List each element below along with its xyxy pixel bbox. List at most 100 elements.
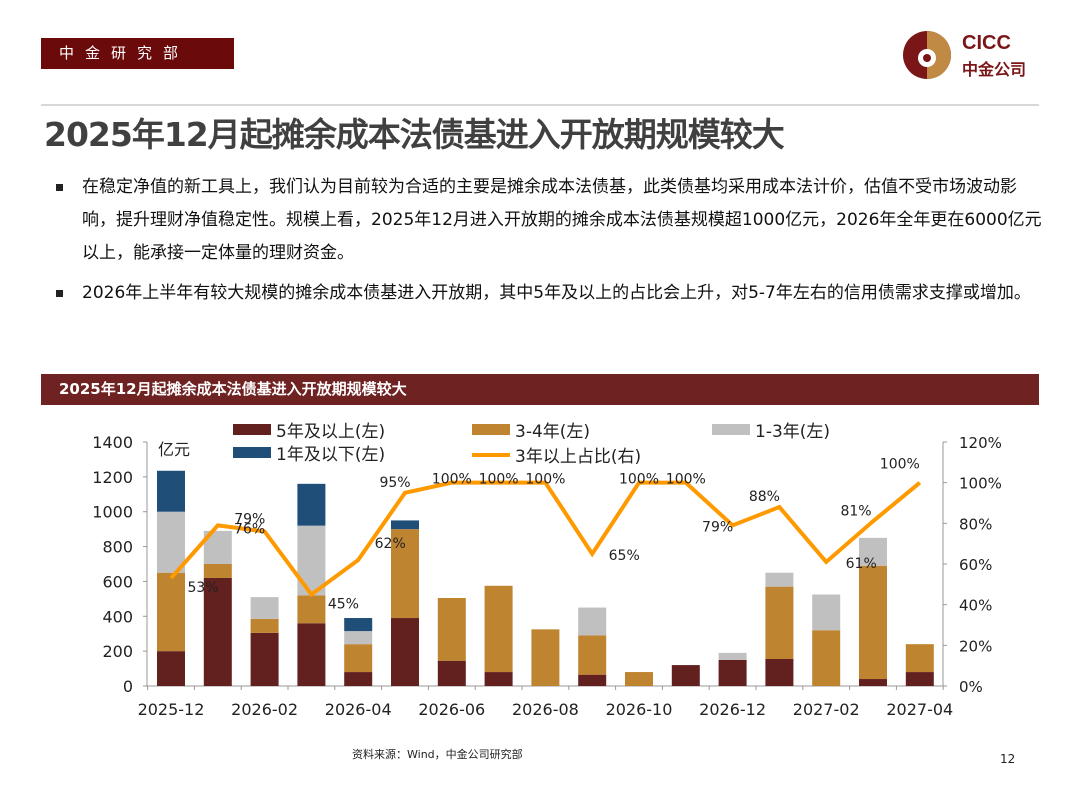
- data-label: 88%: [749, 489, 780, 505]
- legend-label: 1-3年(左): [755, 422, 830, 442]
- bar-segment: [157, 470, 185, 512]
- department-label: 中金研究部: [41, 38, 234, 69]
- bar-segment: [250, 618, 279, 633]
- data-label: 65%: [609, 548, 640, 564]
- bar-segment: [391, 529, 419, 619]
- bar-segment: [344, 672, 373, 686]
- bar-segment: [297, 623, 326, 686]
- y2-tick-label: 20%: [959, 637, 992, 655]
- data-label: 100%: [432, 472, 472, 488]
- bar-segment: [625, 672, 653, 686]
- y2-tick-label: 100%: [959, 475, 1002, 493]
- y2-tick-label: 40%: [959, 597, 992, 615]
- y-tick-label: 600: [102, 572, 133, 591]
- chart-section-title: 2025年12月起摊余成本法债基进入开放期规模较大: [41, 374, 1039, 405]
- bar-segment: [765, 658, 794, 686]
- legend-label: 5年及以上(左): [276, 422, 385, 442]
- legend-swatch: [472, 424, 510, 435]
- logo-text-cn: 中金公司: [962, 60, 1027, 79]
- y2-tick-label: 120%: [959, 434, 1002, 452]
- bar-segment: [203, 577, 232, 686]
- bar-segment: [344, 618, 373, 632]
- legend-label: 3-4年(左): [515, 422, 590, 442]
- bar-segment: [157, 511, 185, 573]
- cicc-logo: [903, 31, 951, 79]
- legend-swatch: [712, 424, 750, 435]
- data-label: 79%: [234, 511, 265, 527]
- data-label: 61%: [846, 556, 877, 572]
- bar-segment: [859, 679, 887, 686]
- source-note: 资料来源：Wind，中金公司研究部: [352, 748, 523, 761]
- bar-segment: [157, 572, 185, 652]
- bar-segment: [531, 629, 560, 686]
- y-tick-label: 200: [102, 642, 133, 661]
- bar-segment: [203, 564, 232, 578]
- bar-segment: [344, 644, 373, 673]
- legend-label: 1年及以下(左): [276, 445, 385, 465]
- y-tick-label: 0: [123, 677, 133, 696]
- bullet-text: 在稳定净值的新工具上，我们认为目前较为合适的主要是摊余成本法债基，此类债基均采用…: [82, 177, 1042, 263]
- bullet-text: 2026年上半年有较大规模的摊余成本债基进入开放期，其中5年及以上的占比会上升，…: [82, 283, 1031, 303]
- data-label: 53%: [187, 580, 218, 596]
- bullet-square-icon: [56, 290, 63, 297]
- bar-segment: [765, 572, 794, 587]
- bar-segment: [344, 631, 373, 645]
- page-number: 12: [1000, 752, 1016, 766]
- bar-segment: [812, 630, 841, 686]
- bar-segment: [578, 607, 607, 636]
- y-axis-unit: 亿元: [158, 440, 190, 459]
- x-tick-label: 2026-08: [512, 700, 579, 719]
- bar-segment: [157, 651, 185, 686]
- data-label: 100%: [880, 457, 920, 473]
- y2-tick-label: 80%: [959, 515, 992, 533]
- bar-segment: [718, 659, 747, 686]
- bullet-2: 2026年上半年有较大规模的摊余成本债基进入开放期，其中5年及以上的占比会上升，…: [56, 277, 1042, 310]
- x-tick-label: 2026-04: [325, 700, 392, 719]
- bar-segment: [859, 537, 887, 566]
- data-label: 100%: [666, 472, 706, 488]
- page-title: 2025年12月起摊余成本法债基进入开放期规模较大: [44, 115, 785, 154]
- x-tick-label: 2027-04: [886, 700, 953, 719]
- bullet-square-icon: [56, 184, 63, 191]
- bar-segment: [905, 644, 934, 673]
- logo-text-en: CICC: [962, 32, 1011, 54]
- bar-segment: [578, 635, 607, 675]
- y-tick-label: 1200: [92, 468, 133, 487]
- data-label: 95%: [379, 475, 410, 491]
- bar-segment: [578, 674, 607, 686]
- data-label: 100%: [619, 472, 659, 488]
- y2-tick-label: 0%: [959, 678, 983, 696]
- bar-segment: [905, 672, 934, 686]
- x-tick-label: 2026-06: [418, 700, 485, 719]
- x-tick-label: 2026-10: [606, 700, 673, 719]
- y-tick-label: 400: [102, 607, 133, 626]
- bar-segment: [765, 586, 794, 659]
- bar-segment: [718, 652, 747, 660]
- y-tick-label: 800: [102, 538, 133, 557]
- bar-segment: [859, 565, 887, 680]
- data-label: 100%: [525, 472, 565, 488]
- legend-swatch: [233, 424, 271, 435]
- y-tick-label: 1400: [92, 433, 133, 452]
- bar-segment: [391, 618, 419, 686]
- data-label: 79%: [702, 519, 733, 535]
- bar-segment: [250, 632, 279, 686]
- bar-segment: [297, 483, 326, 526]
- bullet-1: 在稳定净值的新工具上，我们认为目前较为合适的主要是摊余成本法债基，此类债基均采用…: [56, 171, 1042, 270]
- legend-label: 3年以上占比(右): [515, 447, 641, 467]
- bar-segment: [297, 595, 326, 624]
- x-tick-label: 2025-12: [138, 700, 205, 719]
- share-line: [169, 480, 922, 598]
- data-label: 62%: [375, 536, 406, 552]
- data-label: 100%: [479, 472, 519, 488]
- divider: [41, 104, 1039, 106]
- x-tick-label: 2026-12: [699, 700, 766, 719]
- bar-segment: [671, 665, 700, 686]
- bar-segment: [437, 660, 466, 686]
- bar-segment: [484, 672, 513, 686]
- x-tick-label: 2026-02: [231, 700, 298, 719]
- bar-segment: [484, 585, 513, 673]
- bar-segment: [437, 597, 466, 661]
